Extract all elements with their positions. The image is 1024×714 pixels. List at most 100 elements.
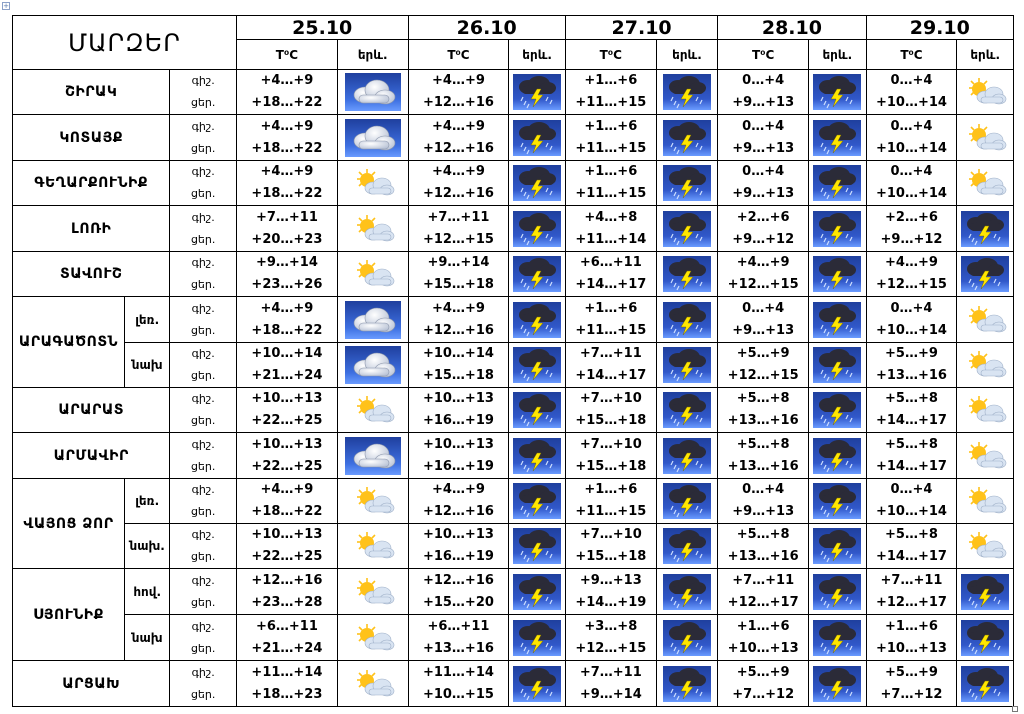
temperature-cell: +4…+9 +12…+16 — [407, 296, 510, 343]
region-name: ԱՐԱԳԱԾՈՏՆ — [12, 296, 125, 388]
thunderstorm-icon — [513, 74, 562, 110]
thunderstorm-icon — [662, 119, 711, 156]
thunderstorm-icon — [662, 210, 711, 247]
day-temperature: +20…+23 — [251, 231, 323, 247]
temperature-cell: +7…+11 +12…+15 — [407, 205, 510, 252]
temperature-cell: +4…+9 +12…+16 — [407, 160, 510, 206]
thunderstorm-icon — [813, 256, 862, 292]
day-temperature: +10…+14 — [875, 95, 947, 110]
night-temperature: +5…+8 — [885, 436, 938, 452]
weather-cell — [508, 568, 566, 615]
temperature-cell: 0…+4 +10…+14 — [865, 160, 958, 206]
period-labels: գիշ. ցեր. — [169, 205, 237, 252]
table-row: ԱՐԱՐԱՏ գիշ. ցեր. +10…+13 +22…+25 +10…+13 +16…+… — [11, 387, 1014, 433]
day-temperature: +15…+18 — [575, 549, 647, 564]
temperature-cell: +6…+11 +13…+16 — [407, 614, 510, 661]
day-temperature: +10…+14 — [875, 140, 947, 156]
temperature-col-header: T⁰C — [235, 39, 338, 70]
night-label: գիշ. — [191, 74, 215, 87]
thunderstorm-icon — [813, 483, 862, 519]
temperature-cell: +4…+9 +12…+16 — [407, 478, 510, 524]
weather-cell — [808, 660, 867, 707]
temperature-cell: +4…+9 +12…+16 — [407, 114, 510, 161]
night-temperature: +9…+14 — [255, 255, 318, 270]
partly-sunny-icon — [961, 303, 1009, 337]
region-name: ԿՈՏԱՅՔ — [11, 114, 171, 161]
thunderstorm-icon — [513, 665, 562, 702]
weather-cell — [655, 342, 719, 388]
night-temperature: +4…+9 — [260, 300, 314, 316]
subregion-name: նախ — [123, 342, 171, 388]
night-temperature: +4…+9 — [260, 482, 314, 497]
night-temperature: 0…+4 — [742, 118, 785, 134]
temperature-cell: +4…+9 +18…+22 — [235, 296, 338, 343]
period-labels: գիշ. ցեր. — [169, 478, 237, 524]
night-label: գիշ. — [191, 437, 215, 451]
temperature-cell: +9…+14 +15…+18 — [407, 251, 510, 297]
night-temperature: +4…+9 — [432, 164, 485, 179]
night-temperature: 0…+4 — [890, 164, 933, 179]
weather-cell — [508, 478, 566, 524]
period-labels: գիշ. ցեր. — [169, 614, 237, 661]
temperature-cell: 0…+4 +9…+13 — [717, 478, 810, 524]
weather-cell — [336, 432, 409, 479]
partly-sunny-icon — [961, 393, 1009, 427]
weather-cell — [956, 478, 1014, 524]
night-temperature: +5…+9 — [736, 664, 790, 680]
temperature-cell: +5…+9 +7…+12 — [865, 660, 958, 707]
day-label: ցեր. — [190, 232, 216, 246]
period-labels: գիշ. ցեր. — [169, 160, 237, 206]
table-row: ԱՐՄԱՎԻՐ գիշ. ցեր. +10…+13 +22…+25 +10…+13 +16…… — [11, 432, 1014, 479]
day-label: ցեր. — [190, 369, 216, 382]
day-temperature: +15…+18 — [422, 277, 494, 292]
temperature-cell: +7…+10 +15…+18 — [564, 387, 657, 433]
weather-cell — [508, 251, 566, 297]
night-temperature: +1…+6 — [584, 482, 638, 497]
thunderstorm-icon — [813, 619, 862, 656]
night-temperature: +10…+13 — [422, 391, 494, 406]
table-row: ՇԻՐԱԿ գիշ. ցեր. +4…+9 +18…+22 +4…+9 +12…+16 +1…… — [11, 69, 1014, 115]
header-row-dates: ՄԱՐԶԵՐ 25.10 26.10 27.10 28.10 29.10 — [12, 15, 1015, 70]
partly-sunny-icon — [349, 484, 397, 518]
thunderstorm-icon — [813, 74, 862, 110]
weather-cell — [808, 205, 867, 252]
weather-cell — [508, 432, 566, 479]
night-temperature: +4…+9 — [260, 73, 314, 88]
night-temperature: +1…+6 — [885, 618, 938, 634]
day-temperature: +9…+13 — [732, 322, 795, 338]
cloudy-icon — [344, 436, 401, 475]
thunderstorm-icon — [813, 210, 862, 247]
weather-cell — [808, 114, 867, 161]
cloudy-icon — [344, 73, 401, 111]
night-temperature: +11…+14 — [422, 664, 494, 680]
weather-cell — [655, 432, 719, 479]
thunderstorm-icon — [813, 119, 862, 156]
thunderstorm-icon — [662, 619, 711, 656]
weather-col-header: երև. — [956, 39, 1014, 70]
day-temperature: +12…+16 — [422, 140, 494, 156]
thunderstorm-icon — [513, 392, 562, 428]
subregion-name: լեռ. — [123, 478, 171, 524]
night-temperature: +5…+9 — [885, 346, 938, 361]
thunderstorm-icon — [513, 347, 562, 383]
thunderstorm-icon — [513, 483, 562, 519]
temperature-cell: +5…+8 +14…+17 — [865, 432, 958, 479]
day-temperature: +7…+12 — [880, 686, 943, 702]
temperature-cell: +4…+9 +12…+15 — [865, 251, 958, 297]
thunderstorm-icon — [513, 619, 562, 656]
weather-cell — [336, 387, 409, 433]
day-temperature: +14…+17 — [875, 413, 947, 428]
cloudy-icon — [344, 346, 401, 384]
table-anchor-icon[interactable]: + — [2, 2, 10, 10]
thunderstorm-icon — [961, 256, 1010, 292]
weather-cell — [655, 69, 719, 115]
end-of-cell-marker — [1012, 706, 1018, 712]
night-temperature: 0…+4 — [742, 482, 785, 497]
day-temperature: +16…+19 — [422, 413, 494, 428]
night-label: գիշ. — [191, 301, 215, 315]
night-temperature: +7…+10 — [579, 436, 642, 452]
weather-cell — [808, 478, 867, 524]
day-temperature: +21…+24 — [251, 368, 323, 383]
temperature-cell: +12…+16 +23…+28 — [235, 568, 338, 615]
table-row: ԱՐՑԱԽ գիշ. ցեր. +11…+14 +18…+23 +11…+14 +10…+1… — [11, 660, 1014, 707]
